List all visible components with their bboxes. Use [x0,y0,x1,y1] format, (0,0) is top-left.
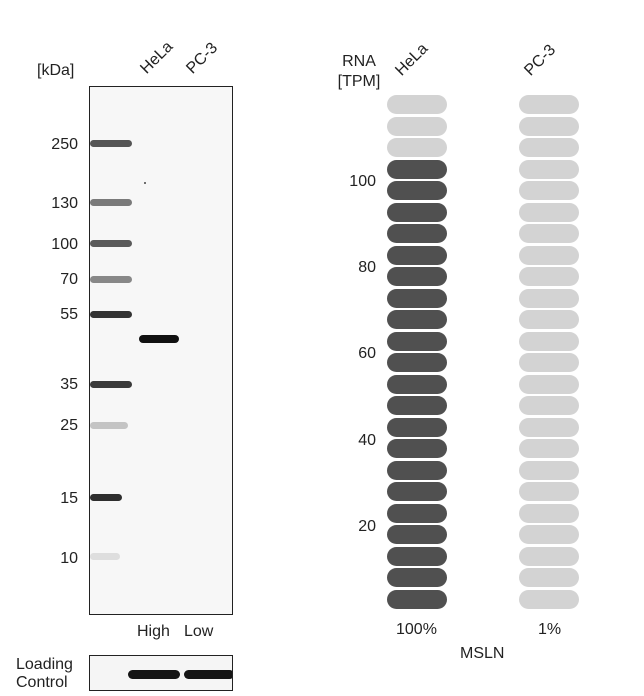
marker-label-130: 130 [51,195,78,212]
rna-segment-hela-4 [387,525,447,544]
gene-name: MSLN [460,645,505,662]
rna-segment-hela-8 [387,439,447,458]
rna-percent-pc3: 1% [538,621,562,638]
rna-col-label-pc3: PC-3 [521,41,560,80]
loading-control-panel [89,655,233,691]
rna-title-line2: [TPM] [337,73,381,90]
rna-col-label-hela: HeLa [392,40,432,80]
ladder-band-35 [90,381,132,388]
lane-label-pc3: PC-3 [183,39,222,78]
rna-segment-hela-23 [387,116,447,136]
rna-segment-pc3-11 [519,374,579,394]
ladder-band-130 [90,199,132,206]
rna-segment-pc3-9 [519,417,579,437]
rna-segment-pc3-23 [519,116,579,136]
ladder-band-55 [90,311,132,318]
loading-band-pc3 [184,670,232,679]
rna-segment-pc3-13 [519,331,579,351]
expression-level-low: Low [184,623,214,640]
rna-segment-pc3-21 [519,159,579,179]
rna-segment-pc3-16 [519,267,579,286]
rna-segment-hela-11 [387,374,447,394]
expression-level-high: High [137,623,170,640]
rna-segment-hela-1 [387,589,447,609]
rna-segment-hela-15 [387,288,447,308]
rna-segment-hela-18 [387,224,447,243]
rna-segment-pc3-7 [519,460,579,480]
rna-segment-pc3-6 [519,482,579,501]
loading-control-label: Loading Control [16,656,73,692]
marker-label-55: 55 [60,306,78,323]
rna-segment-hela-9 [387,417,447,437]
rna-segment-pc3-22 [519,138,579,157]
marker-label-25: 25 [60,417,78,434]
hela-sample-band [139,335,179,343]
kda-unit-label: [kDa] [37,62,75,79]
rna-segment-pc3-2 [519,568,579,587]
marker-label-250: 250 [51,136,78,153]
ladder-band-25 [90,422,128,429]
marker-label-100: 100 [51,236,78,253]
rna-segment-pc3-19 [519,202,579,222]
rna-segment-pc3-12 [519,353,579,372]
rna-segment-hela-19 [387,202,447,222]
ladder-band-10 [90,553,120,560]
marker-label-10: 10 [60,550,78,567]
rna-segment-pc3-5 [519,503,579,523]
marker-label-70: 70 [60,271,78,288]
rna-title: RNA [TPM] [333,52,385,92]
ladder-band-15 [90,494,122,501]
loading-control-line1: Loading [16,656,73,673]
ladder-band-100 [90,240,132,247]
rna-segment-hela-21 [387,159,447,179]
lane-label-hela: HeLa [137,38,177,78]
rna-title-line1: RNA [342,53,376,70]
ladder-band-70 [90,276,132,283]
loading-band-hela [128,670,180,679]
rna-segment-hela-2 [387,568,447,587]
rna-segment-hela-17 [387,245,447,265]
rna-ytick-40: 40 [358,432,376,449]
rna-ytick-20: 20 [358,518,376,535]
marker-label-15: 15 [60,490,78,507]
loading-control-line2: Control [16,674,68,691]
rna-segment-pc3-15 [519,288,579,308]
rna-segment-pc3-17 [519,245,579,265]
rna-segment-pc3-4 [519,525,579,544]
rna-segment-hela-14 [387,310,447,329]
rna-ytick-100: 100 [349,173,376,190]
rna-segment-pc3-10 [519,396,579,415]
rna-segment-pc3-18 [519,224,579,243]
rna-segment-hela-24 [387,95,447,114]
rna-segment-pc3-24 [519,95,579,114]
rna-segment-pc3-3 [519,546,579,566]
rna-segment-hela-12 [387,353,447,372]
ladder-band-250 [90,140,132,147]
rna-segment-pc3-14 [519,310,579,329]
western-blot-panel [89,86,233,615]
rna-ytick-80: 80 [358,259,376,276]
rna-column-pc3 [519,95,579,611]
rna-percent-hela: 100% [396,621,437,638]
rna-ytick-60: 60 [358,345,376,362]
rna-segment-hela-7 [387,460,447,480]
rna-segment-hela-13 [387,331,447,351]
rna-segment-pc3-20 [519,181,579,200]
rna-segment-pc3-1 [519,589,579,609]
dust-speck [144,182,146,184]
marker-label-35: 35 [60,376,78,393]
rna-segment-hela-20 [387,181,447,200]
rna-segment-hela-3 [387,546,447,566]
rna-segment-hela-6 [387,482,447,501]
rna-segment-hela-22 [387,138,447,157]
rna-segment-hela-10 [387,396,447,415]
rna-segment-hela-16 [387,267,447,286]
rna-segment-pc3-8 [519,439,579,458]
rna-segment-hela-5 [387,503,447,523]
rna-column-hela [387,95,447,611]
